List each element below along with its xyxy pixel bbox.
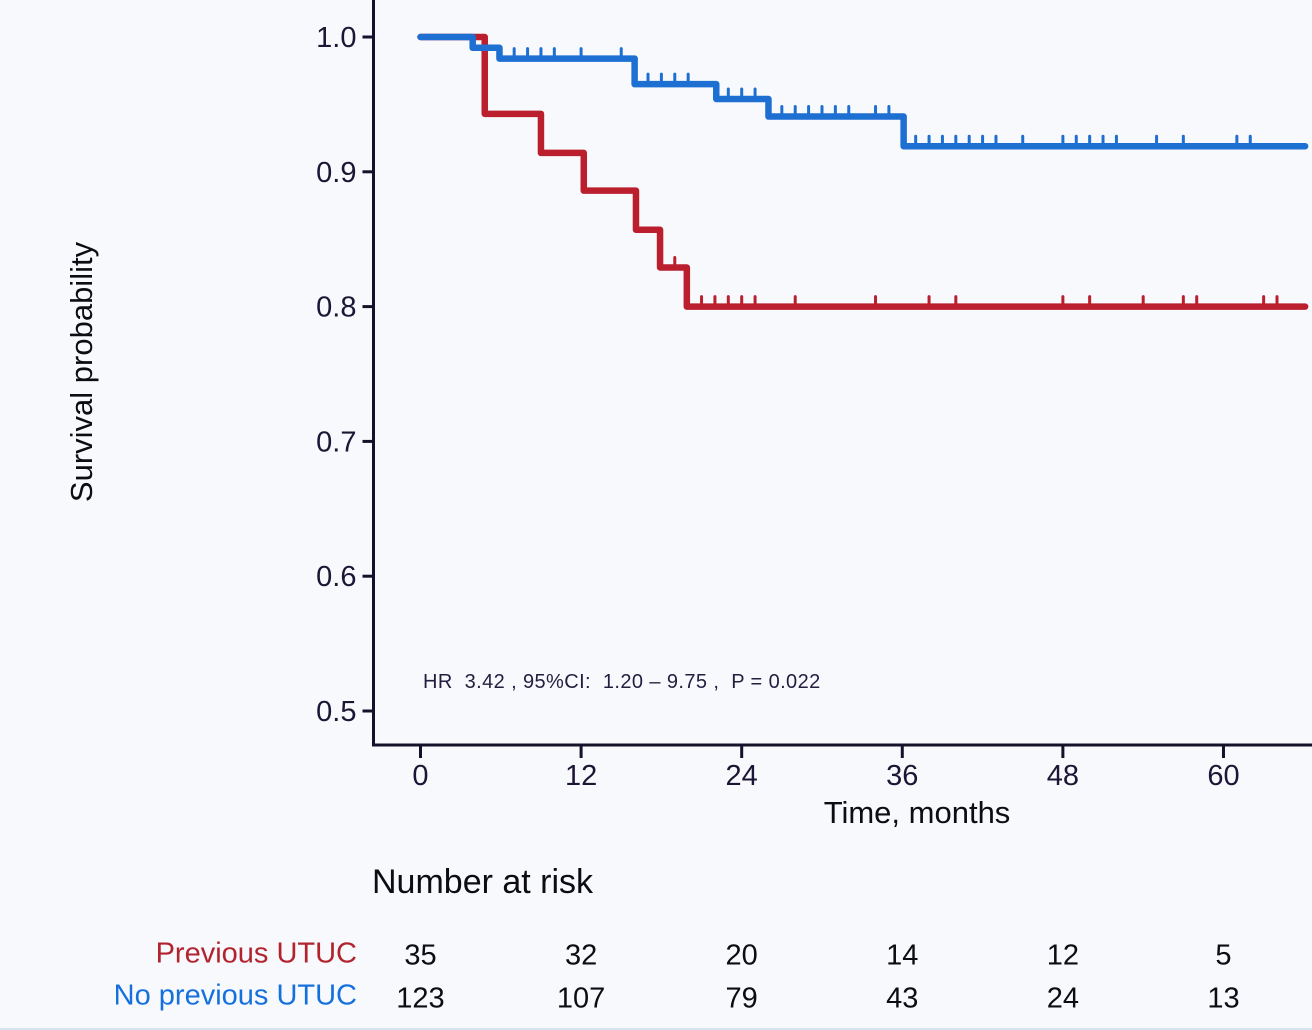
risk-value: 79 [725, 982, 758, 1015]
risk-value: 14 [886, 939, 919, 972]
x-tick-label: 0 [412, 760, 428, 792]
risk-value: 13 [1207, 982, 1240, 1015]
y-tick-label: 1.0 [316, 22, 356, 54]
risk-value: 32 [564, 939, 598, 972]
risk-table-title: Number at risk [372, 863, 594, 901]
survival-curve-previous-utuc [417, 33, 1309, 310]
y-axis-title: Survival probability [64, 241, 99, 503]
risk-value: 107 [556, 982, 606, 1015]
hazard-ratio-annotation: HR 3.42 , 95%CI: 1.20 – 9.75 , P = 0.022 [423, 671, 821, 693]
y-tick-label: 0.5 [316, 696, 356, 728]
y-tick-label: 0.8 [316, 292, 356, 324]
risk-value: 12 [1046, 939, 1080, 972]
risk-row-label-previous-utuc: Previous UTUC [155, 937, 357, 970]
survival-curve-no-previous-utuc [417, 33, 1309, 150]
x-tick-label: 60 [1207, 760, 1239, 792]
risk-value: 20 [725, 939, 758, 972]
risk-value: 35 [404, 939, 437, 972]
y-tick-label: 0.6 [316, 561, 356, 593]
x-tick-label: 36 [886, 760, 918, 792]
risk-value: 123 [396, 982, 445, 1015]
x-tick-label: 12 [565, 760, 597, 792]
risk-row-label-no-previous-utuc: No previous UTUC [113, 979, 357, 1012]
y-tick-label: 0.7 [316, 426, 356, 458]
y-tick-label: 0.9 [316, 157, 356, 189]
x-axis-title: Time, months [823, 795, 1011, 830]
risk-value: 5 [1215, 939, 1232, 972]
risk-value: 43 [886, 982, 919, 1015]
x-tick-label: 48 [1047, 760, 1079, 792]
x-tick-label: 24 [726, 760, 758, 792]
risk-value: 24 [1046, 982, 1080, 1015]
